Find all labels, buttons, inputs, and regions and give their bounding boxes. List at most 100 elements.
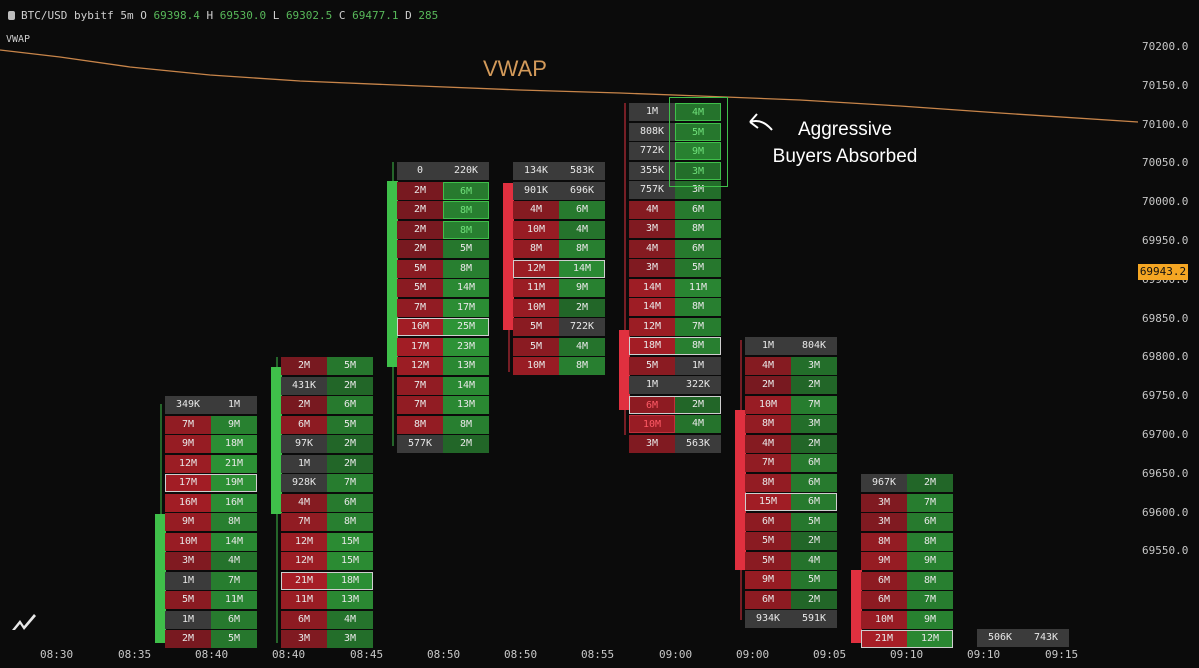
footprint-cell-ask: 5M bbox=[675, 259, 721, 277]
vwap-indicator-label[interactable]: VWAP bbox=[6, 34, 31, 45]
symbol-name[interactable]: BTC/USD bybitf 5m bbox=[21, 9, 134, 22]
footprint-cell-ask: 4M bbox=[327, 610, 373, 629]
footprint-cell-bid: 0 bbox=[397, 162, 443, 180]
footprint-cell-ask: 743K bbox=[1023, 629, 1069, 647]
footprint-cell-ask: 6M bbox=[791, 473, 837, 492]
footprint-cell-ask: 6M bbox=[675, 200, 721, 219]
footprint-cell-bid: 11M bbox=[281, 591, 327, 609]
footprint-cell-bid: 7M bbox=[165, 415, 211, 434]
footprint-cell-bid: 7M bbox=[397, 396, 443, 414]
footprint-cell-bid: 134K bbox=[513, 162, 559, 180]
footprint-cell-bid: 3M bbox=[629, 434, 675, 453]
footprint-cell-ask: 5M bbox=[675, 122, 721, 141]
imbalance-highlight bbox=[629, 395, 721, 414]
footprint-cell-ask: 14M bbox=[211, 532, 257, 551]
footprint-cell-ask: 9M bbox=[211, 415, 257, 434]
footprint-cell-ask: 563K bbox=[675, 434, 721, 453]
symbol-icon[interactable] bbox=[8, 11, 15, 20]
footprint-cell-ask: 5M bbox=[791, 571, 837, 589]
footprint-cell-bid: 2M bbox=[397, 220, 443, 239]
footprint-cell-ask: 2M bbox=[327, 376, 373, 395]
footprint-cell-ask: 8M bbox=[559, 357, 605, 375]
footprint-cell-bid: 431K bbox=[281, 376, 327, 395]
footprint-cell-ask: 15M bbox=[327, 552, 373, 570]
footprint-cell-bid: 5M bbox=[397, 259, 443, 278]
footprint-cell-bid: 1M bbox=[281, 454, 327, 473]
price-tick-label: 70150.0 bbox=[1142, 78, 1189, 92]
footprint-cell-bid: 97K bbox=[281, 435, 327, 453]
footprint-cell-bid: 4M bbox=[745, 356, 791, 375]
footprint-cell-bid: 2M bbox=[397, 181, 443, 200]
bullish-candle bbox=[387, 181, 398, 367]
footprint-cell-bid: 8M bbox=[861, 532, 907, 551]
footprint-cell-ask: 7M bbox=[907, 493, 953, 512]
footprint-cell-bid: 10M bbox=[165, 532, 211, 551]
footprint-cell-bid: 3M bbox=[861, 513, 907, 531]
footprint-cell-bid: 808K bbox=[629, 122, 675, 141]
footprint-cell-bid: 10M bbox=[513, 298, 559, 317]
footprint-cell-ask: 4M bbox=[559, 220, 605, 239]
footprint-cell-ask: 2M bbox=[791, 376, 837, 394]
footprint-cell-ask: 6M bbox=[791, 454, 837, 472]
footprint-cell-bid: 772K bbox=[629, 142, 675, 160]
footprint-cell-bid: 12M bbox=[165, 454, 211, 473]
footprint-cell-ask: 2M bbox=[443, 435, 489, 453]
footprint-cell-ask: 591K bbox=[791, 610, 837, 628]
footprint-cell-ask: 9M bbox=[907, 552, 953, 570]
footprint-cell-bid: 7M bbox=[397, 298, 443, 317]
footprint-cell-bid: 6M bbox=[281, 610, 327, 629]
footprint-cell-ask: 8M bbox=[559, 240, 605, 258]
footprint-cell-ask: 13M bbox=[327, 591, 373, 609]
open-value: 69398.4 bbox=[153, 9, 200, 22]
footprint-cell-bid: 4M bbox=[281, 493, 327, 512]
footprint-cell-bid: 1M bbox=[165, 610, 211, 629]
footprint-cell-ask: 7M bbox=[211, 571, 257, 590]
footprint-cell-bid: 7M bbox=[397, 376, 443, 395]
footprint-cell-ask: 5M bbox=[791, 512, 837, 531]
current-price-tag: 69943.2 bbox=[1138, 264, 1188, 280]
footprint-cell-ask: 2M bbox=[559, 298, 605, 317]
footprint-cell-bid: 8M bbox=[397, 415, 443, 434]
high-label: H bbox=[206, 9, 214, 22]
footprint-cell-ask: 8M bbox=[675, 337, 721, 355]
footprint-cell-ask: 8M bbox=[443, 415, 489, 434]
footprint-cell-ask: 2M bbox=[907, 474, 953, 492]
imbalance-highlight bbox=[745, 493, 837, 511]
footprint-cell-bid: 5M bbox=[629, 356, 675, 375]
imbalance-highlight bbox=[861, 630, 953, 648]
footprint-cell-ask: 1M bbox=[211, 396, 257, 414]
bearish-candle bbox=[503, 183, 514, 330]
close-value: 69477.1 bbox=[352, 9, 399, 22]
price-tick-label: 70200.0 bbox=[1142, 40, 1189, 53]
footprint-cell-bid: 3M bbox=[629, 220, 675, 238]
footprint-cell-bid: 10M bbox=[513, 357, 559, 375]
footprint-cell-bid: 1M bbox=[629, 103, 675, 121]
footprint-cell-bid: 12M bbox=[397, 357, 443, 375]
price-tick-label: 69850.0 bbox=[1142, 311, 1189, 325]
footprint-cell-ask: 8M bbox=[907, 571, 953, 590]
footprint-cell-bid: 21M bbox=[861, 630, 907, 648]
low-value: 69302.5 bbox=[285, 9, 333, 22]
footprint-cell-bid: 12M bbox=[281, 532, 327, 551]
footprint-cell-bid: 12M bbox=[629, 317, 675, 336]
bearish-candle bbox=[619, 330, 630, 410]
footprint-cell-bid: 4M bbox=[629, 239, 675, 258]
price-tick-label: 69800.0 bbox=[1142, 350, 1189, 364]
footprint-cell-ask: 5M bbox=[443, 240, 489, 258]
time-tick-label: 09:00 bbox=[736, 648, 770, 661]
footprint-cell-bid: 757K bbox=[629, 181, 675, 199]
time-tick-label: 09:00 bbox=[659, 648, 693, 661]
footprint-cell-bid: 4M bbox=[513, 201, 559, 219]
footprint-cell-ask: 7M bbox=[791, 395, 837, 414]
imbalance-highlight bbox=[165, 474, 257, 492]
footprint-cell-bid: 901K bbox=[513, 181, 559, 200]
footprint-cell-ask: 4M bbox=[675, 415, 721, 433]
footprint-cell-ask: 6M bbox=[559, 201, 605, 219]
footprint-cell-bid: 2M bbox=[745, 376, 791, 394]
footprint-cell-bid: 3M bbox=[629, 259, 675, 277]
imbalance-highlight bbox=[397, 318, 489, 336]
footprint-cell-bid: 9M bbox=[745, 571, 791, 589]
footprint-cell-ask: 15M bbox=[327, 532, 373, 551]
footprint-cell-ask: 6M bbox=[675, 239, 721, 258]
